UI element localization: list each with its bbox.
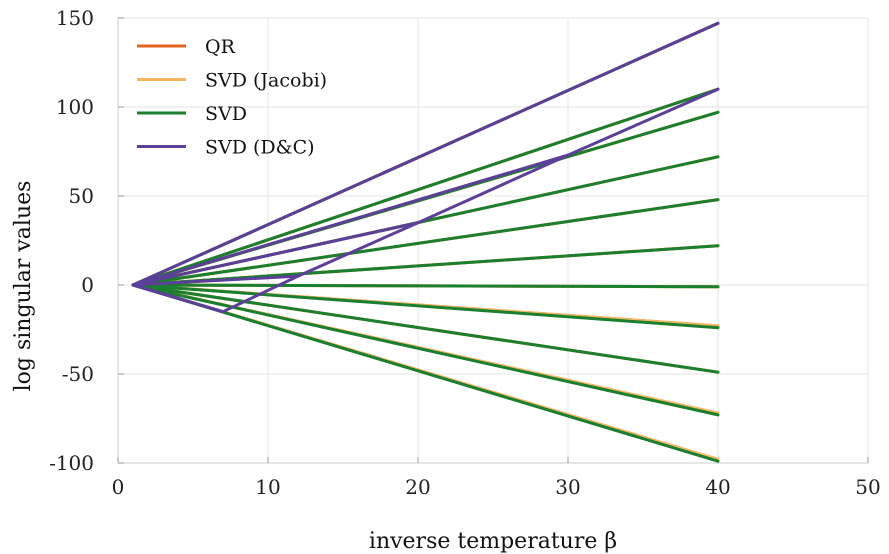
y-tick-label: -100	[49, 451, 94, 475]
x-axis-label: inverse temperature β	[369, 529, 617, 554]
y-tick-label: 100	[56, 95, 94, 119]
y-axis-label: log singular values	[11, 181, 36, 392]
y-tick-label: 0	[81, 273, 94, 297]
series-line	[131, 283, 225, 314]
series-line	[131, 283, 720, 289]
y-tick-label: 50	[69, 184, 94, 208]
x-tick-label: 20	[405, 475, 430, 499]
legend: QR SVD (Jacobi) SVD SVD (D&C)	[137, 36, 327, 159]
x-tick-label: 50	[855, 475, 880, 499]
axis-ticks: 0 10 20 30 40 50 -100 -50 0 50 100 150	[49, 6, 881, 499]
legend-label: QR	[205, 36, 236, 58]
x-tick-label: 40	[705, 475, 730, 499]
y-tick-label: 150	[56, 6, 94, 30]
legend-label: SVD (D&C)	[205, 137, 315, 159]
x-tick-label: 10	[255, 475, 280, 499]
series-line	[131, 283, 720, 374]
series-svd-d-c	[131, 21, 720, 314]
series-layer	[131, 21, 720, 463]
series-line	[131, 283, 720, 330]
legend-label: SVD (Jacobi)	[205, 70, 327, 92]
y-tick-label: -50	[62, 362, 94, 386]
series-line	[131, 21, 720, 287]
legend-label: SVD	[205, 103, 247, 125]
series-line	[131, 283, 720, 463]
x-tick-label: 0	[112, 475, 125, 499]
plot-frame	[117, 18, 868, 464]
series-line	[131, 87, 720, 287]
x-tick-label: 30	[555, 475, 580, 499]
series-line	[131, 198, 720, 287]
